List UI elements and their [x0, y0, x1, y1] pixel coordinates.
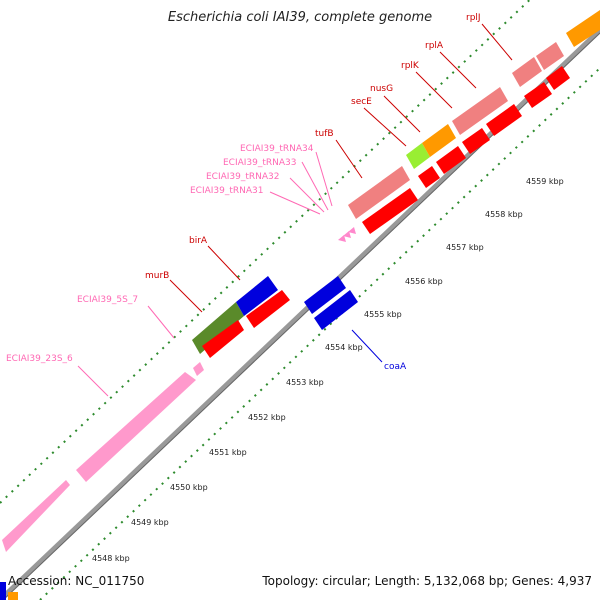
corner-orange-feature[interactable]	[8, 592, 18, 600]
feature-label-group: rplJ rplA rplK nusG secE tufB ECIAI39_tR…	[6, 13, 481, 372]
feature-nusG[interactable]	[422, 124, 456, 157]
leader-trna32	[289, 177, 325, 213]
feature-rplA[interactable]	[512, 57, 542, 87]
cds-arrow-8[interactable]	[524, 82, 552, 108]
scale-label-4557: 4557 kbp	[446, 243, 484, 252]
leader-rplJ	[481, 23, 513, 61]
tick-track-inner	[39, 67, 600, 600]
forward-features	[2, 10, 600, 552]
label-tufB[interactable]: tufB	[315, 129, 334, 139]
leader-nusG	[383, 95, 421, 133]
leader-tufB	[335, 139, 363, 179]
leader-lines	[77, 23, 513, 397]
feature-tufB[interactable]	[348, 166, 410, 219]
cds-arrow-6[interactable]	[462, 128, 490, 154]
leader-secE	[363, 107, 407, 147]
feature-secE[interactable]	[406, 143, 430, 169]
label-trna32[interactable]: ECIAI39_tRNA32	[206, 172, 280, 182]
cds-arrow-1[interactable]	[202, 320, 244, 358]
scale-label-4556: 4556 kbp	[405, 277, 443, 286]
feature-birA[interactable]	[236, 276, 278, 316]
reverse-features	[304, 276, 358, 330]
label-rplJ[interactable]: rplJ	[466, 13, 481, 23]
leader-5S	[147, 305, 175, 339]
leader-trna31	[269, 191, 321, 215]
corner-blue-feature[interactable]	[0, 582, 6, 600]
scale-label-4552: 4552 kbp	[248, 413, 286, 422]
scale-label-4555: 4555 kbp	[364, 310, 402, 319]
label-5S[interactable]: ECIAI39_5S_7	[77, 295, 138, 305]
feature-murB[interactable]	[192, 302, 244, 354]
label-secE[interactable]: secE	[351, 97, 372, 107]
scale-label-4559: 4559 kbp	[526, 177, 564, 186]
feature-23S-rrna-main[interactable]	[76, 372, 196, 482]
label-rplK[interactable]: rplK	[401, 61, 420, 71]
label-trna34[interactable]: ECIAI39_tRNA34	[240, 144, 314, 154]
feature-rplJ[interactable]	[536, 42, 564, 70]
scale-label-4551: 4551 kbp	[209, 448, 247, 457]
scale-label-4554: 4554 kbp	[325, 343, 363, 352]
label-murB[interactable]: murB	[145, 271, 169, 281]
genome-title: Escherichia coli IAI39, complete genome	[167, 10, 433, 25]
feature-orange-top[interactable]	[566, 10, 600, 47]
scale-labels: 4548 kbp 4549 kbp 4550 kbp 4551 kbp 4552…	[92, 177, 564, 563]
label-trna33[interactable]: ECIAI39_tRNA33	[223, 158, 297, 168]
cds-arrow-5[interactable]	[436, 146, 466, 174]
cds-arrow-4[interactable]	[418, 166, 440, 188]
feature-23S-rrna[interactable]	[2, 480, 70, 552]
feature-coaA-2[interactable]	[314, 290, 358, 330]
leader-birA	[207, 245, 241, 281]
label-nusG[interactable]: nusG	[370, 84, 393, 94]
leader-murB	[169, 279, 203, 313]
cds-arrow-3[interactable]	[362, 188, 418, 234]
leader-rplK	[415, 71, 453, 109]
feature-trna-31[interactable]	[338, 235, 346, 242]
scale-label-4553: 4553 kbp	[286, 378, 324, 387]
accession-label: Accession: NC_011750	[8, 574, 145, 588]
label-birA[interactable]: birA	[189, 236, 208, 246]
scale-label-4549: 4549 kbp	[131, 518, 169, 527]
leader-coaA	[351, 329, 383, 363]
feature-coaA-1[interactable]	[304, 276, 346, 314]
feature-trna-32[interactable]	[343, 231, 351, 238]
label-coaA[interactable]: coaA	[384, 362, 407, 372]
leader-23S	[77, 365, 109, 397]
cds-arrows	[202, 66, 570, 358]
feature-5S-rrna[interactable]	[193, 362, 204, 376]
feature-trna-33[interactable]	[348, 227, 356, 234]
leader-rplA	[439, 51, 477, 89]
leader-trna34	[315, 151, 333, 207]
scale-label-4548: 4548 kbp	[92, 554, 130, 563]
label-23S[interactable]: ECIAI39_23S_6	[6, 354, 73, 364]
scale-label-4558: 4558 kbp	[485, 210, 523, 219]
cds-arrow-7[interactable]	[486, 104, 522, 136]
tick-track-outer	[0, 0, 531, 504]
label-trna31[interactable]: ECIAI39_tRNA31	[190, 186, 264, 196]
cds-arrow-2[interactable]	[246, 290, 290, 328]
feature-rplK[interactable]	[452, 87, 508, 135]
label-rplA[interactable]: rplA	[425, 41, 444, 51]
genome-summary: Topology: circular; Length: 5,132,068 bp…	[262, 574, 592, 588]
leader-trna33	[301, 161, 329, 211]
cds-arrow-9[interactable]	[546, 66, 570, 90]
scale-label-4550: 4550 kbp	[170, 483, 208, 492]
